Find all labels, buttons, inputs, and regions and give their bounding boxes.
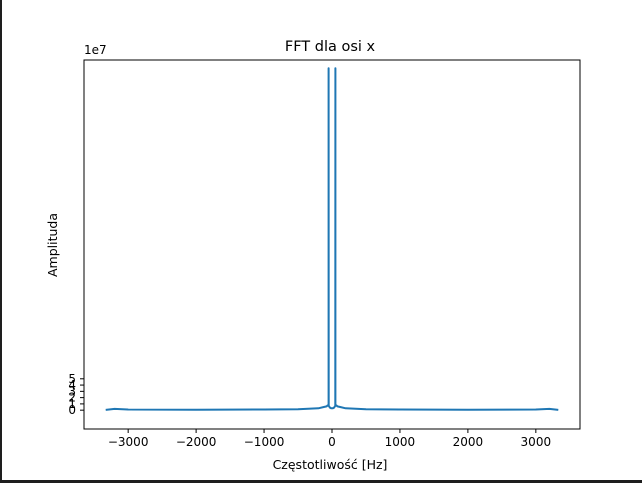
x-axis-label: Częstotliwość [Hz] xyxy=(273,457,388,472)
y-tick-label: 3 xyxy=(68,384,76,398)
x-tick-label: −3000 xyxy=(108,435,149,449)
y-offset-label: 1e7 xyxy=(84,43,107,57)
x-tick-label: 3000 xyxy=(521,435,552,449)
y-tick-label: 2 xyxy=(68,391,76,405)
x-tick-label: −2000 xyxy=(176,435,217,449)
chart-title: FFT dla osi x xyxy=(285,39,376,55)
y-tick-label: 4 xyxy=(68,378,76,392)
window-border xyxy=(0,480,642,483)
fft-series-line xyxy=(105,67,559,411)
plot-frame xyxy=(83,59,581,430)
y-axis-label: Amplituda xyxy=(45,213,60,277)
x-tick-label: −1000 xyxy=(244,435,285,449)
y-tick-label: 0 xyxy=(68,403,76,417)
x-tick-label: 1000 xyxy=(385,435,416,449)
y-tick-label: 1 xyxy=(68,397,76,411)
x-tick-label: 2000 xyxy=(453,435,484,449)
x-tick-label: 0 xyxy=(328,435,336,449)
y-tick-label: 5 xyxy=(68,372,76,386)
window-border xyxy=(0,0,2,483)
